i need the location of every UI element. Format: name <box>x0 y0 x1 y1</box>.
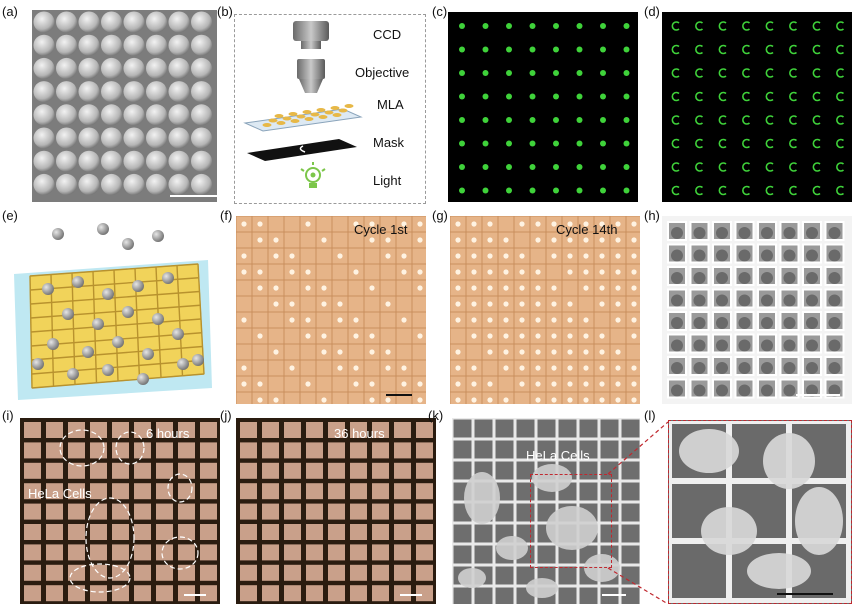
scale-bar <box>777 593 833 595</box>
hela-cells-36h-image <box>240 422 433 602</box>
panel-j-cells-36h: 36 hours <box>236 418 436 604</box>
panel-e-scaffold-schematic <box>8 214 218 402</box>
label-a: (a) <box>2 4 18 19</box>
zoom-region-box <box>530 474 612 568</box>
hela-cells-6h-image <box>24 422 217 602</box>
label-f: (f) <box>220 208 233 223</box>
scale-bar <box>386 394 412 396</box>
mla-label: MLA <box>377 97 404 112</box>
printed-grid-cycle1-image <box>236 216 426 404</box>
microlens-array-image <box>33 11 212 195</box>
scaffold-with-spheres-drawing <box>14 223 212 400</box>
mask-label: Mask <box>373 135 405 150</box>
cycle-14-caption: Cycle 14th <box>556 222 618 237</box>
zoom-connector-lines <box>607 421 669 605</box>
label-i: (i) <box>2 408 14 423</box>
scale-bar <box>400 594 422 596</box>
panel-i-cells-6h: 6 hours HeLa Cells <box>20 418 220 604</box>
label-c: (c) <box>432 4 448 19</box>
hela-cells-sem-caption: HeLa Cells <box>526 448 590 463</box>
mla-plate-icon <box>243 104 363 132</box>
bulb-icon <box>300 162 326 188</box>
panel-f-optical-cycle1: Cycle 1st <box>236 216 426 404</box>
scale-bar <box>170 195 217 197</box>
scale-bar <box>602 594 626 596</box>
label-h: (h) <box>644 208 660 223</box>
label-g: (g) <box>432 208 448 223</box>
cycle-1-caption: Cycle 1st <box>354 222 408 237</box>
hela-cells-sem-image <box>452 418 640 604</box>
label-e: (e) <box>2 208 18 223</box>
mask-plate-icon <box>247 139 357 161</box>
objective-label: Objective <box>355 65 410 80</box>
label-k: (k) <box>428 408 444 423</box>
label-d: (d) <box>644 4 660 19</box>
light-label: Light <box>373 173 402 188</box>
time-6h-caption: 6 hours <box>146 426 190 441</box>
label-l: (l) <box>644 408 656 423</box>
ccd-camera-icon <box>293 21 329 49</box>
panel-k-cells-sem: HeLa Cells <box>452 418 640 604</box>
micro-cage-array-image <box>667 221 845 399</box>
scale-bar <box>184 594 206 596</box>
hela-cells-caption: HeLa Cells <box>28 486 92 501</box>
panel-a-microlens-sem <box>32 10 217 202</box>
green-letter-patterns-image <box>671 21 845 196</box>
panel-g-optical-cycle14: Cycle 14th <box>450 216 640 404</box>
optical-setup-drawing <box>243 21 363 188</box>
label-j: (j) <box>220 408 232 423</box>
scale-bar <box>796 394 840 396</box>
printed-grid-cycle14-image <box>450 216 640 404</box>
hela-cells-zoom-image <box>669 421 851 603</box>
panel-l-cells-zoom-sem <box>668 420 852 604</box>
ccd-label: CCD <box>373 27 402 42</box>
panel-c-focus-spots <box>448 12 638 202</box>
objective-lens-icon <box>297 59 325 93</box>
time-36h-caption: 36 hours <box>334 426 385 441</box>
panel-h-scaffold-sem <box>662 216 852 404</box>
panel-d-letter-patterns <box>662 12 852 202</box>
panel-b-setup-schematic: CCD Objective MLA Mask Light <box>234 14 426 204</box>
label-b: (b) <box>217 4 233 19</box>
green-focal-spots-image <box>459 23 630 194</box>
